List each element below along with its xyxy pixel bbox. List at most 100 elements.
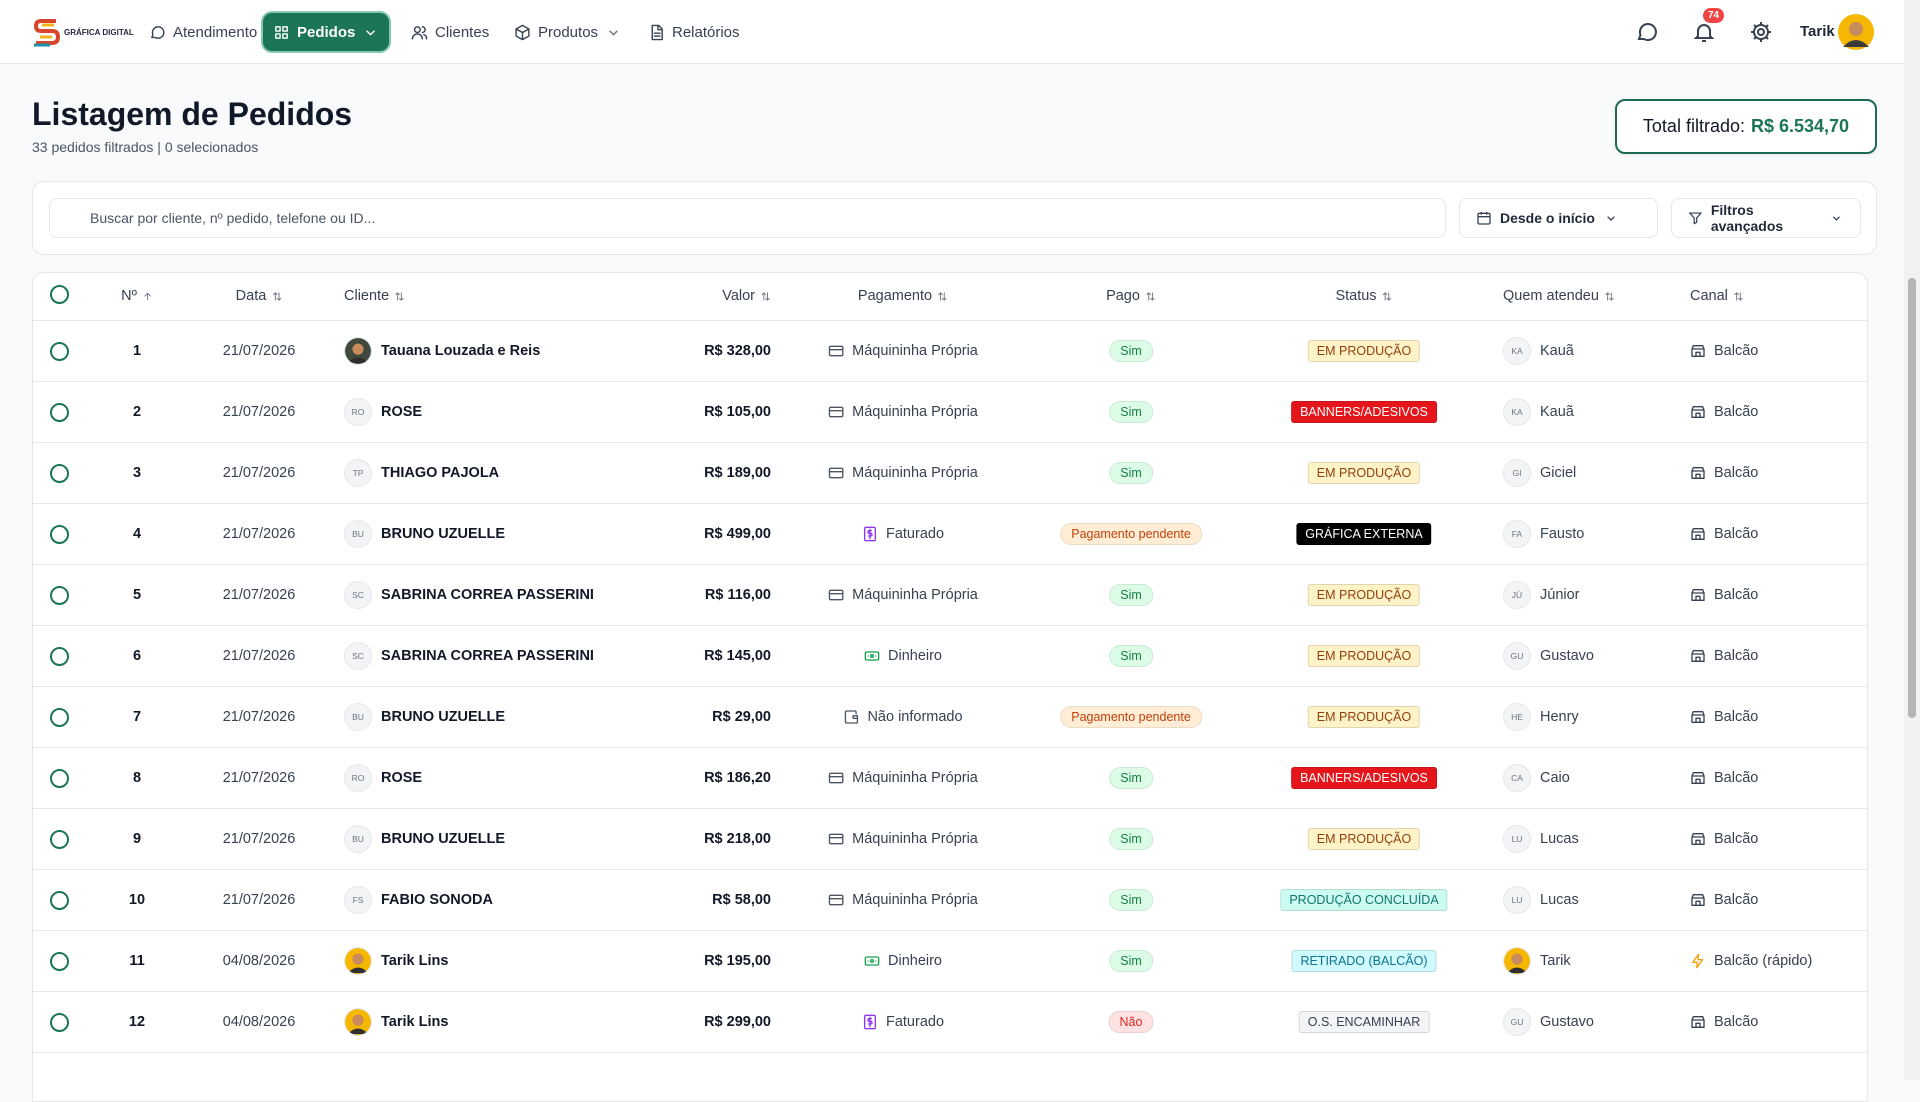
- attendant-cell: Tarik: [1503, 947, 1571, 975]
- status-badge[interactable]: PRODUÇÃO CONCLUÍDA: [1280, 889, 1448, 911]
- nav-item[interactable]: Atendimento: [139, 13, 267, 51]
- nav-item[interactable]: Clientes: [401, 13, 499, 51]
- total-value: R$ 6.534,70: [1750, 116, 1850, 136]
- attendant-name: Gustavo: [1540, 648, 1594, 664]
- attendant-name: Tarik: [1540, 953, 1571, 969]
- status-badge[interactable]: EM PRODUÇÃO: [1307, 828, 1421, 850]
- value-cell: R$ 499,00: [704, 526, 771, 542]
- row-checkbox[interactable]: [50, 830, 69, 849]
- attendant-avatar: GU: [1503, 642, 1531, 670]
- row-checkbox[interactable]: [50, 525, 69, 544]
- row-checkbox[interactable]: [50, 952, 69, 971]
- column-header[interactable]: Data: [236, 288, 283, 304]
- logo[interactable]: GRÁFICA DIGITAL: [32, 16, 134, 48]
- table-row[interactable]: 8 21/07/2026 RO ROSE R$ 186,20 Máquininha Pró…: [33, 748, 1868, 809]
- status-badge[interactable]: EM PRODUÇÃO: [1307, 340, 1421, 362]
- user-avatar[interactable]: [1838, 14, 1874, 50]
- icon: [761, 291, 770, 301]
- column-label: Cliente: [344, 288, 390, 304]
- icon: [1691, 772, 1705, 784]
- attendant-name: Kauã: [1540, 404, 1574, 420]
- paid-cell: Pagamento pendente: [1060, 523, 1202, 545]
- row-checkbox[interactable]: [50, 891, 69, 910]
- icon: [651, 24, 663, 40]
- attendant-avatar: GI: [1503, 459, 1531, 487]
- row-checkbox[interactable]: [50, 464, 69, 483]
- status-badge[interactable]: RETIRADO (BALCÃO): [1291, 950, 1437, 972]
- order-value: R$ 186,20: [704, 770, 771, 786]
- paid-badge: Sim: [1109, 950, 1153, 972]
- date-filter[interactable]: Desde o início: [1459, 198, 1658, 238]
- status-badge[interactable]: BANNERS/ADESIVOS: [1291, 401, 1437, 423]
- column-header[interactable]: Nº: [121, 288, 153, 304]
- table-row[interactable]: 12 04/08/2026 Tarik Lins R$ 299,00 Faturado N…: [33, 992, 1868, 1053]
- row-checkbox[interactable]: [50, 647, 69, 666]
- table-row[interactable]: 9 21/07/2026 BU BRUNO UZUELLE R$ 218,00 Máqui…: [33, 809, 1868, 870]
- avatar-photo: [345, 948, 371, 974]
- icon: [1691, 833, 1705, 845]
- number-cell: 2: [133, 404, 141, 420]
- row-checkbox[interactable]: [50, 769, 69, 788]
- row-checkbox[interactable]: [50, 708, 69, 727]
- attendant-cell: KA Kauã: [1503, 337, 1574, 365]
- paid-badge: Sim: [1109, 889, 1153, 911]
- status-badge[interactable]: EM PRODUÇÃO: [1307, 584, 1421, 606]
- table-row[interactable]: 5 21/07/2026 SC SABRINA CORREA PASSERINI R$ …: [33, 565, 1868, 626]
- row-checkbox[interactable]: [50, 403, 69, 422]
- status-badge[interactable]: GRÁFICA EXTERNA: [1296, 523, 1432, 545]
- order-number: 11: [129, 953, 145, 969]
- column-label: Status: [1335, 288, 1377, 304]
- row-checkbox[interactable]: [50, 586, 69, 605]
- table-row[interactable]: 11 04/08/2026 Tarik Lins R$ 195,00 Dinheiro S…: [33, 931, 1868, 992]
- status-badge[interactable]: BANNERS/ADESIVOS: [1291, 767, 1437, 789]
- column-header[interactable]: Quem atendeu: [1503, 288, 1615, 304]
- column-header[interactable]: Cliente: [344, 288, 405, 304]
- column-header[interactable]: Pagamento: [858, 288, 948, 304]
- advanced-filters[interactable]: Filtros avançados: [1671, 198, 1861, 238]
- status-badge[interactable]: EM PRODUÇÃO: [1307, 645, 1421, 667]
- notifications-icon[interactable]: [1692, 20, 1716, 44]
- column-header[interactable]: Valor: [722, 288, 771, 304]
- column-header[interactable]: Status: [1335, 288, 1392, 304]
- status-badge[interactable]: EM PRODUÇÃO: [1307, 462, 1421, 484]
- table-row[interactable]: 1 21/07/2026 Tauana Louzada e Reis R$ 328,0…: [33, 321, 1868, 382]
- select-all[interactable]: [50, 285, 69, 304]
- payment-cell: Faturado: [862, 1014, 944, 1030]
- user-name[interactable]: Tarik: [1800, 23, 1835, 40]
- table-row[interactable]: 2 21/07/2026 RO ROSE R$ 105,00 Máquininha Pró…: [33, 382, 1868, 443]
- icon: [828, 406, 844, 418]
- status-badge[interactable]: EM PRODUÇÃO: [1307, 706, 1421, 728]
- messages-icon[interactable]: [1635, 20, 1659, 44]
- value-cell: R$ 299,00: [704, 1014, 771, 1030]
- row-checkbox[interactable]: [50, 342, 69, 361]
- scrollbar-thumb[interactable]: [1908, 278, 1916, 718]
- table-row[interactable]: 10 21/07/2026 FS FABIO SONODA R$ 58,00 Máquin…: [33, 870, 1868, 931]
- payment-cell: Não informado: [843, 709, 963, 725]
- icon: [863, 526, 876, 542]
- table-row[interactable]: 3 21/07/2026 TP THIAGO PAJOLA R$ 189,00 Máqui…: [33, 443, 1868, 504]
- client-avatar: [344, 947, 372, 975]
- status-badge[interactable]: O.S. ENCAMINHAR: [1298, 1011, 1430, 1033]
- table-row[interactable]: 6 21/07/2026 SC SABRINA CORREA PASSERINI R$ …: [33, 626, 1868, 687]
- row-checkbox[interactable]: [50, 1013, 69, 1032]
- paid-cell: Sim: [1109, 340, 1153, 362]
- settings-icon[interactable]: [1749, 20, 1773, 44]
- nav-item[interactable]: Relatórios: [638, 13, 750, 51]
- page-subtitle: 33 pedidos filtrados | 0 selecionados: [32, 139, 259, 155]
- channel-cell: Balcão: [1690, 892, 1758, 908]
- column-header[interactable]: Canal: [1690, 288, 1744, 304]
- client-name: Tarik Lins: [381, 1014, 449, 1030]
- icon: [1691, 1016, 1705, 1028]
- nav-label: Atendimento: [173, 23, 258, 41]
- icon: [864, 956, 880, 966]
- column-header[interactable]: Pago: [1106, 288, 1156, 304]
- search-input[interactable]: Buscar por cliente, nº pedido, telefone …: [49, 198, 1446, 238]
- table-row[interactable]: 7 21/07/2026 BU BRUNO UZUELLE R$ 29,00 Não in…: [33, 687, 1868, 748]
- table-row[interactable]: 4 21/07/2026 BU BRUNO UZUELLE R$ 499,00 Fatur…: [33, 504, 1868, 565]
- nav-item[interactable]: Pedidos: [263, 13, 390, 51]
- payment-cell: Dinheiro: [864, 953, 942, 969]
- calendar-icon: [1477, 212, 1491, 225]
- order-number: 2: [132, 404, 142, 420]
- value-cell: R$ 328,00: [704, 343, 771, 359]
- nav-item[interactable]: Produtos: [504, 13, 632, 51]
